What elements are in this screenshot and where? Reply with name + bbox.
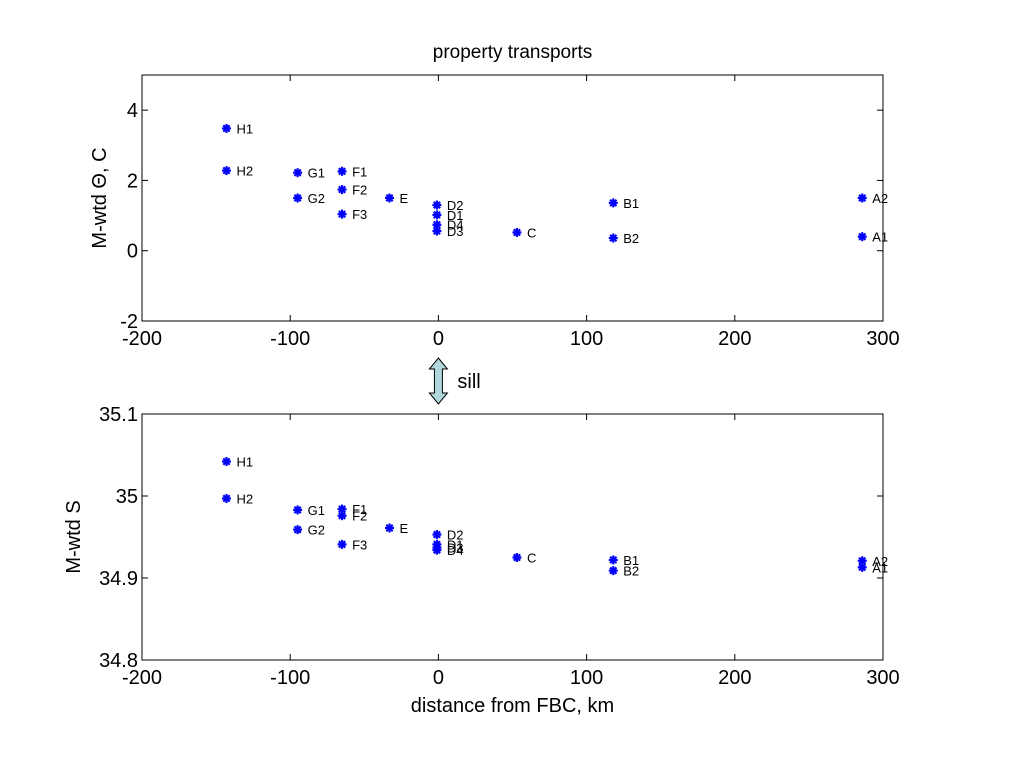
data-point-d2: [432, 530, 442, 540]
point-label: B1: [623, 553, 639, 568]
y-tick-label: 0: [127, 241, 138, 263]
point-label: D3: [447, 541, 464, 556]
y-axis-label: M-wtd Θ, C: [89, 147, 111, 248]
point-label: D2: [447, 198, 464, 213]
y-tick-label: 35: [116, 486, 138, 508]
point-label: F1: [352, 164, 367, 179]
data-point-f2: [337, 185, 347, 195]
point-label: C: [527, 225, 536, 240]
point-label: G2: [308, 523, 325, 538]
x-tick-label: -200: [122, 328, 162, 350]
data-point-d4: [432, 545, 442, 555]
data-point-h1: [221, 123, 231, 133]
data-point-g2: [293, 525, 303, 535]
x-tick-label: 300: [866, 667, 899, 689]
point-label: H2: [236, 164, 253, 179]
y-tick-label: 35.1: [99, 404, 138, 426]
data-point-d3: [432, 226, 442, 236]
axes-frame: [141, 413, 884, 661]
data-point-f3: [337, 539, 347, 549]
x-tick-label: 0: [433, 667, 444, 689]
point-label: A2: [872, 191, 888, 206]
data-point-g1: [293, 505, 303, 515]
point-label: F3: [352, 207, 367, 222]
data-point-a1: [857, 232, 867, 242]
point-label: F2: [352, 509, 367, 524]
chart-title: property transports: [433, 42, 592, 63]
point-label: H1: [236, 455, 253, 470]
point-label: A1: [872, 560, 888, 575]
point-label: B2: [623, 564, 639, 579]
data-point-h2: [221, 166, 231, 176]
data-point-g2: [293, 193, 303, 203]
point-label: B2: [623, 231, 639, 246]
point-label: C: [527, 551, 536, 566]
data-point-e: [384, 523, 394, 533]
x-tick-label: 100: [570, 667, 603, 689]
point-label: D1: [447, 537, 464, 552]
x-axis-label: distance from FBC, km: [411, 695, 614, 717]
x-tick-label: -100: [270, 667, 310, 689]
y-tick-label: 34.9: [99, 568, 138, 590]
point-label: A1: [872, 230, 888, 245]
temperature-panel: -200 -100 0 100 200 300 -2 0 2 4 property transpor…: [89, 42, 900, 350]
point-label: A2: [872, 554, 888, 569]
data-point-f3: [337, 209, 347, 219]
point-label: B1: [623, 196, 639, 211]
x-tick-label: 200: [718, 328, 751, 350]
data-point-c: [512, 227, 522, 237]
x-tick-label: 200: [718, 667, 751, 689]
point-label: G1: [308, 166, 325, 181]
point-label: E: [399, 191, 408, 206]
point-label: F2: [352, 183, 367, 198]
point-label: D4: [447, 543, 464, 558]
data-point-c: [512, 553, 522, 562]
point-label: G2: [308, 191, 325, 206]
point-label: F1: [352, 502, 367, 517]
x-tick-label: -100: [270, 328, 310, 350]
sill-annotation: sill: [428, 357, 481, 405]
point-label: G1: [308, 503, 325, 518]
data-point-a1: [857, 562, 867, 572]
data-point-f2: [337, 511, 347, 521]
data-point-b2: [608, 566, 618, 576]
data-point-b1: [608, 198, 618, 208]
data-point-f1: [337, 166, 347, 176]
point-label: H1: [236, 121, 253, 136]
data-point-b2: [608, 233, 618, 243]
x-tick-label: 100: [570, 328, 603, 350]
data-point-d1: [432, 210, 442, 220]
data-point-g1: [293, 168, 303, 178]
y-tick-label: 2: [127, 170, 138, 192]
point-label: D4: [447, 218, 464, 233]
data-point-f1: [337, 504, 347, 514]
data-point-d4: [432, 220, 442, 230]
data-point-b1: [608, 555, 618, 565]
sill-label: sill: [457, 371, 480, 393]
salinity-panel: -200 -100 0 100 200 300 34.8 34.9 35 35.1 M-wtd S d…: [63, 404, 900, 717]
y-axis-label: M-wtd S: [63, 500, 85, 573]
point-label: H2: [236, 491, 253, 506]
data-point-a2: [857, 193, 867, 203]
data-point-d2: [432, 200, 442, 210]
x-tick-label: 300: [866, 328, 899, 350]
point-label: D3: [447, 224, 464, 239]
y-tick-label: -2: [120, 311, 138, 333]
point-label: F3: [352, 537, 367, 552]
point-label: E: [399, 521, 408, 536]
x-tick-label: -200: [122, 667, 162, 689]
data-point-h1: [221, 457, 231, 467]
data-point-h2: [221, 493, 231, 503]
y-tick-label: 34.8: [99, 650, 138, 672]
axes-frame: [141, 74, 884, 322]
point-label: D2: [447, 528, 464, 543]
double-arrow-icon: [428, 357, 449, 405]
data-point-e: [384, 193, 394, 203]
x-tick-label: 0: [433, 328, 444, 350]
point-label: D1: [447, 208, 464, 223]
y-tick-label: 4: [127, 100, 138, 122]
